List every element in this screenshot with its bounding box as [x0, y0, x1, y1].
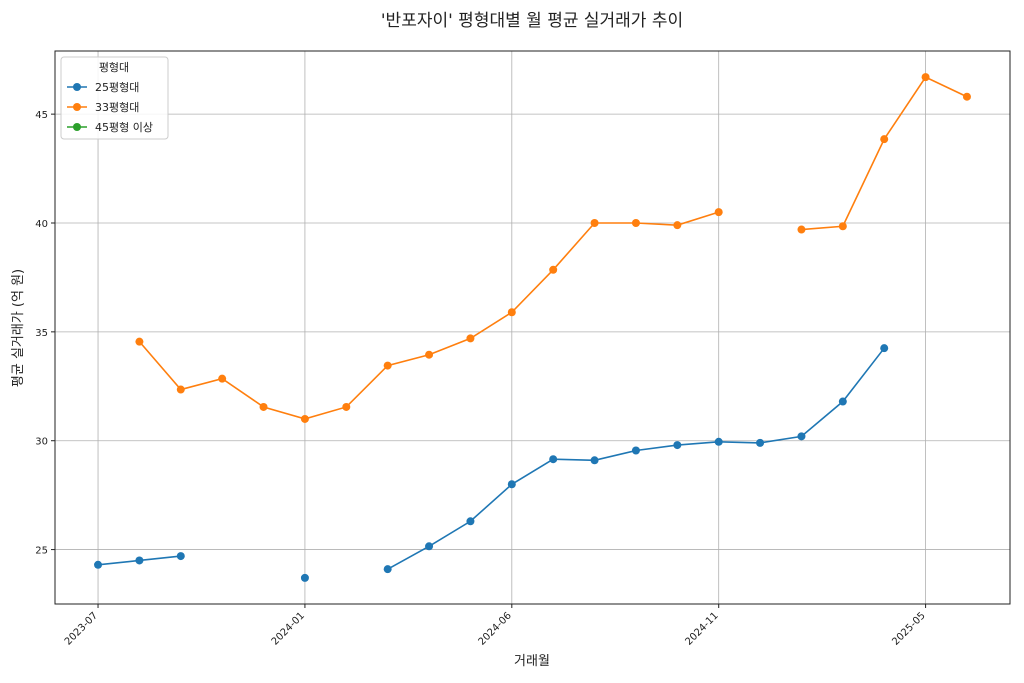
marker — [631, 218, 640, 227]
legend-label: 25평형대 — [95, 81, 139, 94]
x-tick-label: 2024-06 — [477, 610, 514, 647]
x-tick-label: 2023-07 — [63, 610, 100, 647]
x-tick-label: 2024-11 — [683, 610, 720, 647]
marker — [549, 265, 558, 274]
marker — [135, 556, 144, 565]
marker — [714, 208, 723, 217]
marker — [135, 337, 144, 346]
marker — [425, 542, 434, 551]
legend-marker — [73, 83, 81, 91]
y-tick-label: 40 — [35, 219, 48, 230]
marker — [466, 517, 475, 526]
x-tick-label: 2025-05 — [890, 610, 927, 647]
chart-title: '반포자이' 평형대별 월 평균 실거래가 추이 — [381, 11, 683, 31]
marker — [259, 402, 268, 411]
marker — [590, 456, 599, 465]
marker — [466, 334, 475, 343]
marker — [383, 565, 392, 574]
marker — [300, 573, 309, 582]
legend-box — [60, 56, 169, 140]
line — [138, 76, 968, 420]
legend-label: 45평형 이상 — [95, 121, 153, 134]
marker — [838, 397, 847, 406]
marker — [342, 402, 351, 411]
marker — [218, 374, 227, 383]
marker — [673, 221, 682, 230]
marker — [590, 218, 599, 227]
marker — [631, 446, 640, 455]
marker — [549, 455, 558, 464]
marker — [714, 437, 723, 446]
marker — [673, 441, 682, 450]
legend-title: 평형대 — [99, 61, 129, 74]
marker — [797, 225, 806, 234]
marker — [921, 73, 930, 82]
y-tick-label: 25 — [35, 546, 48, 557]
legend-marker — [73, 103, 81, 111]
marker — [797, 432, 806, 441]
marker — [176, 552, 185, 561]
marker — [962, 92, 971, 101]
marker — [507, 308, 516, 317]
marker — [880, 135, 889, 144]
x-axis-label: 거래월 — [514, 654, 550, 669]
x-tick-label: 2024-01 — [270, 610, 307, 647]
marker — [425, 350, 434, 359]
y-tick-label: 30 — [35, 437, 48, 448]
marker — [507, 480, 516, 489]
marker — [838, 222, 847, 231]
marker — [94, 560, 103, 569]
marker — [756, 438, 765, 447]
marker — [880, 344, 889, 353]
marker — [300, 414, 309, 423]
y-axis-label: 평균 실거래가 (억 원) — [11, 269, 26, 387]
marker — [383, 361, 392, 370]
plot-frame — [54, 50, 1011, 605]
y-tick-label: 45 — [35, 110, 48, 121]
legend-marker — [73, 123, 81, 131]
y-tick-label: 35 — [35, 328, 48, 339]
line — [97, 347, 885, 570]
marker — [176, 385, 185, 394]
legend-label: 33평형대 — [95, 101, 139, 114]
